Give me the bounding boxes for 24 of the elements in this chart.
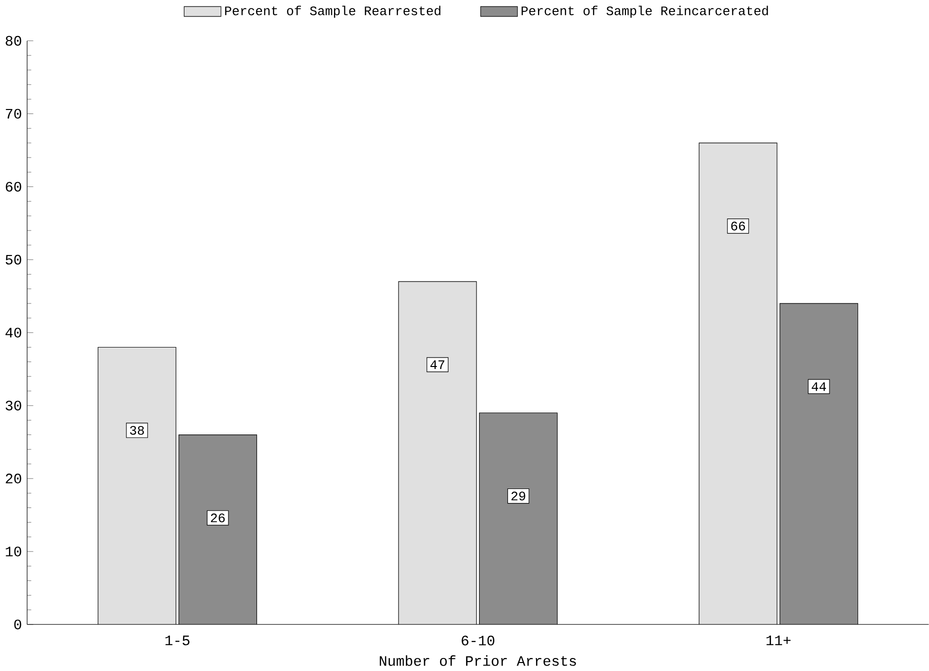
bar bbox=[698, 142, 778, 625]
y-tick-label: 10 bbox=[6, 546, 22, 557]
y-tick-label: 50 bbox=[6, 254, 22, 265]
x-axis-title: Number of Prior Arrests bbox=[380, 655, 576, 666]
data-label: 29 bbox=[511, 492, 526, 501]
bar bbox=[98, 347, 176, 625]
y-tick-label: 20 bbox=[6, 474, 22, 484]
y-tick-label: 60 bbox=[6, 182, 22, 192]
x-tick-label: 1-5 bbox=[165, 636, 190, 646]
legend-label: Percent of Sample Rearrested bbox=[225, 6, 440, 18]
legend-label: Percent of Sample Reincarcerated bbox=[522, 6, 768, 18]
y-tick-label: 70 bbox=[6, 109, 22, 119]
x-tick-label: 11+ bbox=[766, 636, 791, 646]
data-label: 47 bbox=[430, 360, 444, 370]
bar bbox=[398, 282, 476, 625]
y-tick-label: 30 bbox=[6, 400, 22, 411]
y-tick-label: 0 bbox=[14, 620, 22, 630]
y-tick-label: 40 bbox=[6, 328, 22, 338]
data-label: 26 bbox=[210, 514, 225, 522]
x-tick-label: 6-10 bbox=[462, 636, 494, 646]
y-tick-label: 80 bbox=[6, 36, 22, 46]
data-label: 66 bbox=[731, 222, 745, 231]
data-label: 38 bbox=[130, 426, 144, 435]
data-label: 44 bbox=[812, 382, 826, 392]
